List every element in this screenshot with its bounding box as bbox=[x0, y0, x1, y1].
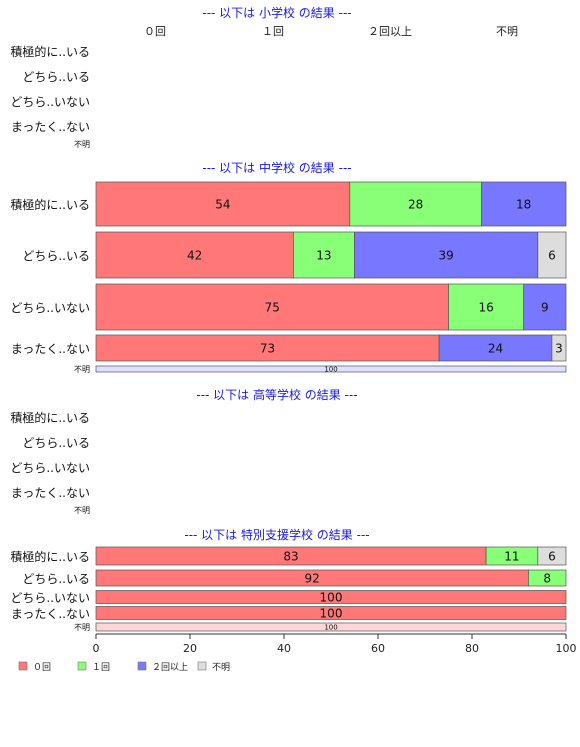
panel-title: --- 以下は 高等学校 の結果 --- bbox=[196, 387, 357, 402]
column-header: 不明 bbox=[496, 25, 518, 38]
chart-panel: --- 以下は 特別支援学校 の結果 --- 積極的に..いる 83 11 6 どちら..… bbox=[10, 527, 567, 632]
x-tick-label: 40 bbox=[277, 642, 291, 655]
column-header: ２回以上 bbox=[368, 25, 412, 38]
row-label: 不明 bbox=[74, 506, 90, 515]
data-label: 11 bbox=[504, 550, 519, 564]
data-label: 39 bbox=[439, 249, 454, 263]
data-label: 100 bbox=[320, 607, 343, 621]
data-label: 73 bbox=[260, 342, 275, 356]
row-label: 不明 bbox=[74, 140, 90, 149]
bar-segment bbox=[95, 365, 567, 373]
data-label: 6 bbox=[548, 249, 556, 263]
row-label: 不明 bbox=[74, 623, 90, 632]
legend: ０回 １回 ２回以上 不明 bbox=[18, 661, 230, 673]
row-label: どちら..いる bbox=[22, 249, 90, 263]
x-tick-label: 0 bbox=[93, 642, 100, 655]
legend-label: ２回以上 bbox=[152, 662, 188, 673]
row-label: 不明 bbox=[74, 365, 90, 374]
panel-title: --- 以下は 中学校 の結果 --- bbox=[202, 160, 351, 175]
data-label: 42 bbox=[187, 249, 202, 263]
row-label: 積極的に..いる bbox=[10, 44, 90, 59]
panel-title: --- 以下は 特別支援学校 の結果 --- bbox=[184, 527, 369, 542]
bar-segment bbox=[448, 283, 525, 331]
data-label: 3 bbox=[555, 342, 563, 356]
chart-panel: --- 以下は 小学校 の結果 --- 積極的に..いるどちら..いるどちら..い… bbox=[10, 5, 351, 149]
data-label: 16 bbox=[478, 301, 493, 315]
bar-segment bbox=[551, 334, 567, 362]
bar-segment bbox=[95, 181, 351, 227]
legend-swatch bbox=[77, 661, 87, 671]
bar-segment bbox=[537, 546, 567, 566]
data-label: 83 bbox=[283, 550, 298, 564]
data-label: 100 bbox=[324, 624, 337, 632]
bar-segment bbox=[528, 569, 567, 587]
bar-segment bbox=[349, 181, 482, 227]
x-tick-label: 60 bbox=[371, 642, 385, 655]
bar-segment bbox=[481, 181, 567, 227]
row-label: どちら..いない bbox=[10, 301, 90, 315]
data-label: 75 bbox=[265, 301, 280, 315]
row-label: どちら..いない bbox=[10, 591, 90, 605]
legend-label: 不明 bbox=[212, 662, 230, 673]
chart-panel: --- 以下は 中学校 の結果 --- 積極的に..いる 54 28 18 どちら..いる… bbox=[10, 160, 567, 374]
row-label: まったく..ない bbox=[11, 607, 90, 621]
legend-label: １回 bbox=[92, 662, 110, 673]
column-header: １回 bbox=[262, 25, 284, 38]
chart-panel: --- 以下は 高等学校 の結果 --- 積極的に..いるどちら..いるどちら..… bbox=[10, 387, 357, 515]
x-tick-label: 20 bbox=[183, 642, 197, 655]
bar-segment bbox=[438, 334, 553, 362]
legend-label: ０回 bbox=[33, 662, 51, 673]
data-label: 100 bbox=[324, 366, 337, 374]
data-label: 6 bbox=[548, 550, 556, 564]
column-headers: ０回 １回 ２回以上 不明 bbox=[144, 25, 518, 38]
bar-segment bbox=[95, 622, 567, 632]
bar-segment bbox=[354, 231, 539, 279]
x-tick-label: 80 bbox=[465, 642, 479, 655]
column-header: ０回 bbox=[144, 25, 166, 38]
data-label: 18 bbox=[516, 198, 531, 212]
row-label: 積極的に..いる bbox=[10, 549, 90, 564]
data-label: 9 bbox=[541, 301, 549, 315]
row-label: どちら..いる bbox=[22, 70, 90, 84]
data-label: 24 bbox=[488, 342, 503, 356]
x-tick-label: 100 bbox=[556, 642, 577, 655]
bar-segment bbox=[537, 231, 567, 279]
row-label: まったく..ない bbox=[11, 120, 90, 134]
bar-segment bbox=[95, 231, 294, 279]
row-label: どちら..いない bbox=[10, 95, 90, 109]
bar-segment bbox=[293, 231, 355, 279]
bar-segment bbox=[523, 283, 567, 331]
data-label: 13 bbox=[316, 249, 331, 263]
bar-segment bbox=[95, 590, 567, 604]
data-label: 100 bbox=[320, 591, 343, 605]
row-label: どちら..いる bbox=[22, 436, 90, 450]
row-label: どちら..いない bbox=[10, 461, 90, 475]
row-label: 積極的に..いる bbox=[10, 410, 90, 425]
data-label: 92 bbox=[305, 572, 320, 586]
chart-panels: --- 以下は 小学校 の結果 ---積極的に..いるどちら..いるどちら..い… bbox=[10, 5, 567, 632]
row-label: まったく..ない bbox=[11, 342, 90, 356]
legend-swatch bbox=[18, 661, 28, 671]
panel-title: --- 以下は 小学校 の結果 --- bbox=[202, 5, 351, 20]
row-label: どちら..いる bbox=[22, 572, 90, 586]
legend-swatch bbox=[197, 661, 207, 671]
bar-segment bbox=[95, 606, 567, 620]
row-label: 積極的に..いる bbox=[10, 197, 90, 212]
data-label: 54 bbox=[215, 198, 230, 212]
bar-segment bbox=[95, 283, 449, 331]
data-label: 8 bbox=[543, 572, 551, 586]
row-label: まったく..ない bbox=[11, 486, 90, 500]
legend-swatch bbox=[137, 661, 147, 671]
x-axis: 0 20 40 60 80 100 bbox=[93, 633, 577, 655]
data-label: 28 bbox=[408, 198, 423, 212]
